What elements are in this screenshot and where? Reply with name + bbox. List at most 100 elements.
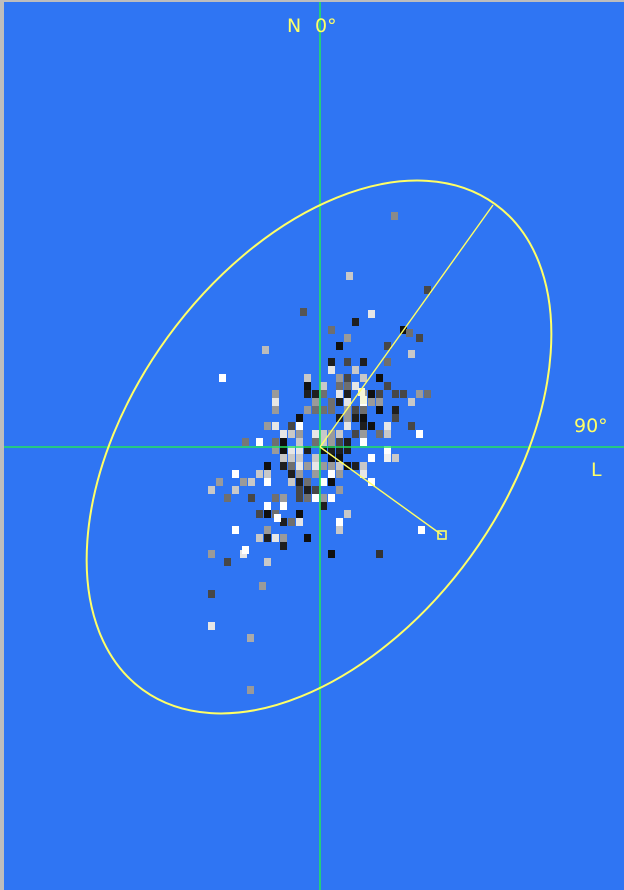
pixel-mark <box>320 430 327 438</box>
zero-degree-label: 0° <box>315 15 337 37</box>
pixel-mark <box>280 542 287 550</box>
pixel-mark <box>272 494 279 502</box>
pixel-mark <box>304 374 311 382</box>
pixel-mark <box>336 470 343 478</box>
pixel-mark <box>336 374 343 382</box>
pixel-mark <box>368 422 375 430</box>
pixel-mark <box>288 462 295 470</box>
pixel-mark <box>360 462 367 470</box>
pixel-mark <box>368 454 375 462</box>
pixel-mark <box>360 430 367 438</box>
pixel-mark <box>328 550 335 558</box>
pixel-mark <box>376 374 383 382</box>
pixel-mark <box>312 438 319 446</box>
scatter-canvas[interactable] <box>4 2 624 890</box>
pixel-mark <box>344 390 351 398</box>
pixel-mark <box>296 486 303 494</box>
pixel-mark <box>240 478 247 486</box>
minor-axis-line <box>319 446 443 536</box>
pixel-mark <box>344 510 351 518</box>
pixel-mark <box>344 334 351 342</box>
pixel-mark <box>304 406 311 414</box>
pixel-mark <box>328 494 335 502</box>
pixel-mark <box>352 430 359 438</box>
pixel-mark <box>320 494 327 502</box>
pixel-mark <box>392 454 399 462</box>
pixel-mark <box>208 550 215 558</box>
orientation-ellipse[interactable] <box>4 94 624 799</box>
pixel-mark <box>336 486 343 494</box>
pixel-mark <box>288 430 295 438</box>
pixel-mark <box>336 526 343 534</box>
pixel-mark <box>272 390 279 398</box>
pixel-mark <box>328 398 335 406</box>
pixel-cloud <box>208 212 431 694</box>
pixel-mark <box>344 374 351 382</box>
pixel-mark <box>384 382 391 390</box>
pixel-mark <box>368 478 375 486</box>
pixel-mark <box>328 366 335 374</box>
pixel-mark <box>376 550 383 558</box>
pixel-mark <box>352 414 359 422</box>
pixel-mark <box>312 486 319 494</box>
pixel-mark <box>400 390 407 398</box>
pixel-mark <box>280 494 287 502</box>
pixel-mark <box>352 406 359 414</box>
pixel-mark <box>264 422 271 430</box>
pixel-mark <box>304 382 311 390</box>
pixel-mark <box>264 470 271 478</box>
ninety-degree-label: 90° <box>574 415 608 437</box>
pixel-mark <box>418 526 425 534</box>
pixel-mark <box>346 272 353 280</box>
pixel-mark <box>328 462 335 470</box>
pixel-mark <box>280 430 287 438</box>
pixel-mark <box>344 422 351 430</box>
pixel-mark <box>358 388 365 396</box>
pixel-mark <box>360 438 367 446</box>
pixel-mark <box>416 430 423 438</box>
pixel-mark <box>368 390 375 398</box>
pixel-mark <box>320 462 327 470</box>
pixel-mark <box>328 358 335 366</box>
pixel-mark <box>274 514 281 522</box>
pixel-mark <box>242 438 249 446</box>
pixel-mark <box>384 446 391 454</box>
pixel-mark <box>304 486 311 494</box>
pixel-mark <box>328 406 335 414</box>
pixel-mark <box>376 430 383 438</box>
pixel-mark <box>408 422 415 430</box>
pixel-mark <box>296 518 303 526</box>
pixel-mark <box>384 358 391 366</box>
pixel-mark <box>288 478 295 486</box>
pixel-mark <box>391 212 398 220</box>
pixel-mark <box>296 438 303 446</box>
pixel-mark <box>392 414 399 422</box>
pixel-mark <box>247 634 254 642</box>
l-label: L <box>591 459 602 481</box>
pixel-mark <box>328 446 335 454</box>
pixel-mark <box>312 494 319 502</box>
pixel-mark <box>328 470 335 478</box>
ellipse-handle[interactable] <box>437 530 447 540</box>
pixel-mark <box>256 510 263 518</box>
pixel-mark <box>336 390 343 398</box>
pixel-mark <box>280 534 287 542</box>
pixel-mark <box>352 366 359 374</box>
pixel-mark <box>272 398 279 406</box>
pixel-mark <box>280 518 287 526</box>
pixel-mark <box>296 422 303 430</box>
pixel-mark <box>304 390 311 398</box>
pixel-mark <box>328 478 335 486</box>
pixel-mark <box>384 342 391 350</box>
pixel-mark <box>416 390 423 398</box>
pixel-mark <box>296 454 303 462</box>
pixel-mark <box>344 446 351 454</box>
pixel-mark <box>376 406 383 414</box>
pixel-mark <box>384 454 391 462</box>
pixel-mark <box>312 398 319 406</box>
pixel-mark <box>216 478 223 486</box>
pixel-mark <box>256 534 263 542</box>
pixel-mark <box>280 454 287 462</box>
pixel-mark <box>256 470 263 478</box>
